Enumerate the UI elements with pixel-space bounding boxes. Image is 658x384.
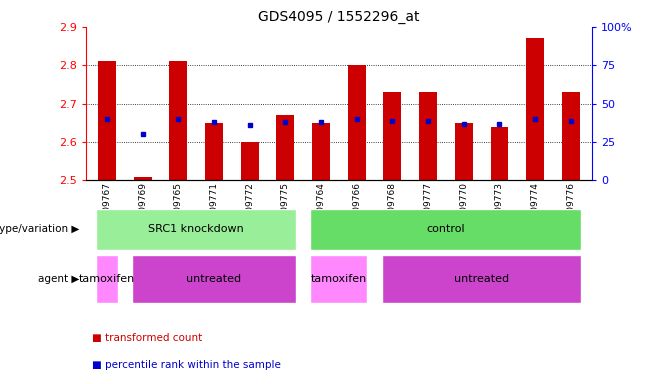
Text: ■ percentile rank within the sample: ■ percentile rank within the sample (92, 360, 281, 370)
Title: GDS4095 / 1552296_at: GDS4095 / 1552296_at (258, 10, 420, 25)
Bar (382, 255, 582, 303)
Bar (311, 255, 367, 303)
Bar (490, 127, 509, 180)
Text: tamoxifen: tamoxifen (311, 274, 367, 285)
Text: ■ transformed count: ■ transformed count (92, 333, 203, 343)
Bar (384, 92, 401, 180)
Bar (419, 92, 437, 180)
Bar (241, 142, 259, 180)
Bar (562, 92, 580, 180)
Bar (98, 61, 116, 180)
Text: untreated: untreated (454, 274, 509, 285)
Bar (96, 209, 296, 250)
Text: agent ▶: agent ▶ (38, 274, 79, 285)
Bar (134, 177, 151, 180)
Text: untreated: untreated (186, 274, 241, 285)
Bar (276, 115, 294, 180)
Bar (96, 255, 118, 303)
Bar (205, 123, 223, 180)
Bar (348, 65, 366, 180)
Text: genotype/variation ▶: genotype/variation ▶ (0, 224, 79, 235)
Bar (132, 255, 296, 303)
Bar (169, 61, 188, 180)
Bar (312, 123, 330, 180)
Text: tamoxifen: tamoxifen (79, 274, 135, 285)
Text: control: control (426, 224, 465, 235)
Bar (311, 209, 582, 250)
Text: SRC1 knockdown: SRC1 knockdown (148, 224, 244, 235)
Bar (455, 123, 472, 180)
Bar (526, 38, 544, 180)
